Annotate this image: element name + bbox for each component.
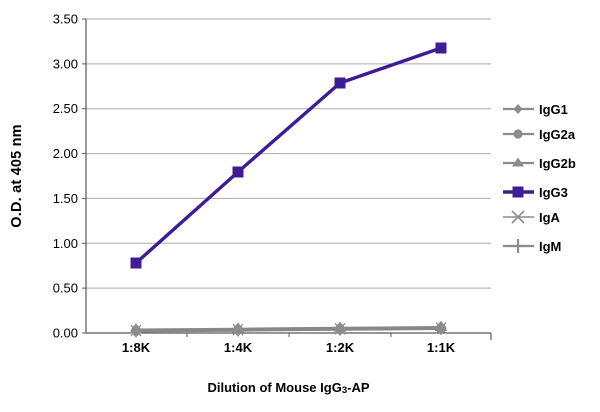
svg-text:1:1K: 1:1K	[427, 340, 456, 355]
svg-text:1.00: 1.00	[53, 236, 78, 251]
svg-text:2.00: 2.00	[53, 146, 78, 161]
svg-text:3.00: 3.00	[53, 56, 78, 71]
svg-text:1:8K: 1:8K	[122, 340, 151, 355]
svg-text:1:4K: 1:4K	[224, 340, 253, 355]
svg-text:0.00: 0.00	[53, 326, 78, 341]
svg-text:1.50: 1.50	[53, 191, 78, 206]
svg-text:3.50: 3.50	[53, 12, 78, 27]
svg-text:2.50: 2.50	[53, 101, 78, 116]
svg-text:1:2K: 1:2K	[326, 340, 355, 355]
svg-text:0.50: 0.50	[53, 281, 78, 296]
